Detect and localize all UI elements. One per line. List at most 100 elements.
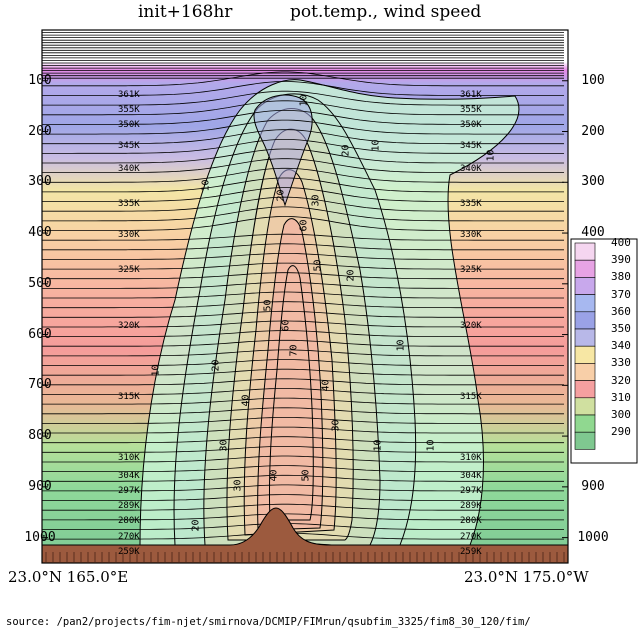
theta-label: 259K: [118, 546, 140, 557]
y-tick-label-right: 1000: [577, 529, 609, 545]
wind-region-60: [257, 218, 324, 531]
terrain-mountain: [42, 507, 568, 563]
wind-contour-label: 10: [298, 94, 310, 107]
isentropes: [42, 32, 564, 550]
y-tick-label: 200: [28, 123, 52, 139]
wind-contour-label: 10: [372, 439, 384, 452]
wind-contour-label: 70: [288, 344, 300, 357]
theta-label: 280K: [460, 516, 482, 527]
theta-label: 289K: [118, 501, 140, 512]
colorbar-label: 320: [611, 373, 631, 387]
wind-contour-label: 30: [218, 439, 230, 452]
wind-contour-label: 50: [312, 259, 324, 272]
isentrope: [42, 368, 564, 376]
colorbar-label: 310: [611, 390, 631, 404]
y-tick-label-right: 400: [581, 225, 605, 241]
theta-label: 330K: [118, 229, 140, 240]
theta-label: 320K: [118, 320, 140, 331]
y-tick-label: 100: [28, 72, 52, 88]
isentrope: [42, 494, 564, 501]
theta-label: 350K: [118, 120, 140, 131]
wind-contour-label: 10: [485, 149, 497, 162]
y-tick-label-right: 100: [581, 72, 605, 88]
isentrope: [42, 81, 564, 96]
isentrope: [42, 291, 564, 299]
title-right: pot.temp., wind speed: [290, 2, 482, 22]
theta-label: 330K: [460, 229, 482, 240]
theta-label: 325K: [460, 265, 482, 276]
wind-contour-label: 20: [275, 189, 287, 202]
wind-contour-label: 60: [280, 319, 292, 332]
theta-label: 310K: [460, 452, 482, 463]
colorbar-label: 360: [611, 304, 631, 318]
y-tick-label-right: 900: [581, 478, 605, 494]
colorbar-swatch: [574, 259, 596, 278]
isentrope: [42, 129, 564, 145]
isentrope: [42, 158, 564, 173]
theta-label: 304K: [460, 470, 482, 481]
theta-label: 315K: [118, 392, 140, 403]
theta-label: 361K: [118, 89, 140, 100]
y-tick-label-right: 200: [581, 123, 605, 139]
y-tick-label: 900: [28, 478, 52, 494]
isentrope: [42, 282, 564, 289]
colorbar-swatch: [574, 414, 596, 433]
y-tick-label: 700: [28, 377, 52, 393]
colorbar-label: 380: [611, 270, 631, 284]
colorbar-swatch: [574, 380, 596, 399]
isentrope: [42, 465, 564, 472]
isentrope: [42, 167, 564, 183]
isentrope: [42, 71, 564, 87]
terrain-hatch: [45, 552, 565, 562]
colorbar-label: 290: [611, 425, 631, 439]
isentrope: [42, 532, 564, 540]
theta-label: 345K: [460, 140, 482, 151]
theta-label: 335K: [118, 199, 140, 210]
isentrope: [42, 119, 564, 135]
theta-label: 340K: [460, 163, 482, 174]
wind-contour-label: 10: [425, 439, 437, 452]
theta-label: 325K: [118, 265, 140, 276]
y-tick-label: 400: [28, 225, 52, 241]
isentrope: [42, 262, 564, 270]
isentrope: [42, 139, 564, 154]
isentrope: [42, 513, 564, 521]
theta-label: 270K: [118, 531, 140, 542]
wind-contour-label: 50: [262, 299, 274, 312]
y-tick-label-right: 300: [581, 174, 605, 190]
theta-label: 310K: [118, 452, 140, 463]
theta-label: 340K: [118, 163, 140, 174]
isentrope: [42, 110, 564, 125]
isentrope: [42, 446, 564, 453]
theta-label: 335K: [460, 199, 482, 210]
x-end-label: 23.0°N 175.0°W: [464, 568, 589, 586]
theta-label: 345K: [118, 140, 140, 151]
theta-label: 297K: [118, 485, 140, 496]
plot-frame: [41, 29, 569, 564]
isentrope: [42, 339, 564, 347]
wind-contour-label: 60: [298, 219, 310, 232]
wind-contour-label: 40: [320, 379, 332, 392]
colorbar-label: 330: [611, 356, 631, 370]
colorbar-swatch: [574, 431, 596, 450]
isentrope: [42, 301, 564, 309]
colorbar-swatch: [574, 311, 596, 330]
isentrope: [42, 206, 564, 222]
wind-contour-label: 10: [395, 339, 407, 352]
isentrope: [42, 196, 564, 212]
colorbar-swatch: [574, 294, 596, 313]
isentrope: [42, 484, 564, 492]
isentrope: [42, 253, 564, 260]
colorbar-label: 350: [611, 322, 631, 335]
y-tick-label: 500: [28, 275, 52, 291]
colorbar-label: 400: [611, 236, 631, 249]
isentrope: [42, 187, 564, 202]
y-tick-label: 800: [28, 428, 52, 444]
isentrope: [42, 320, 564, 328]
colorbar: [570, 238, 638, 464]
wind-contour-label: 40: [268, 469, 280, 482]
wind-contour-label: 30: [232, 479, 244, 492]
isentrope: [42, 426, 564, 434]
colorbar-swatch: [574, 328, 596, 347]
